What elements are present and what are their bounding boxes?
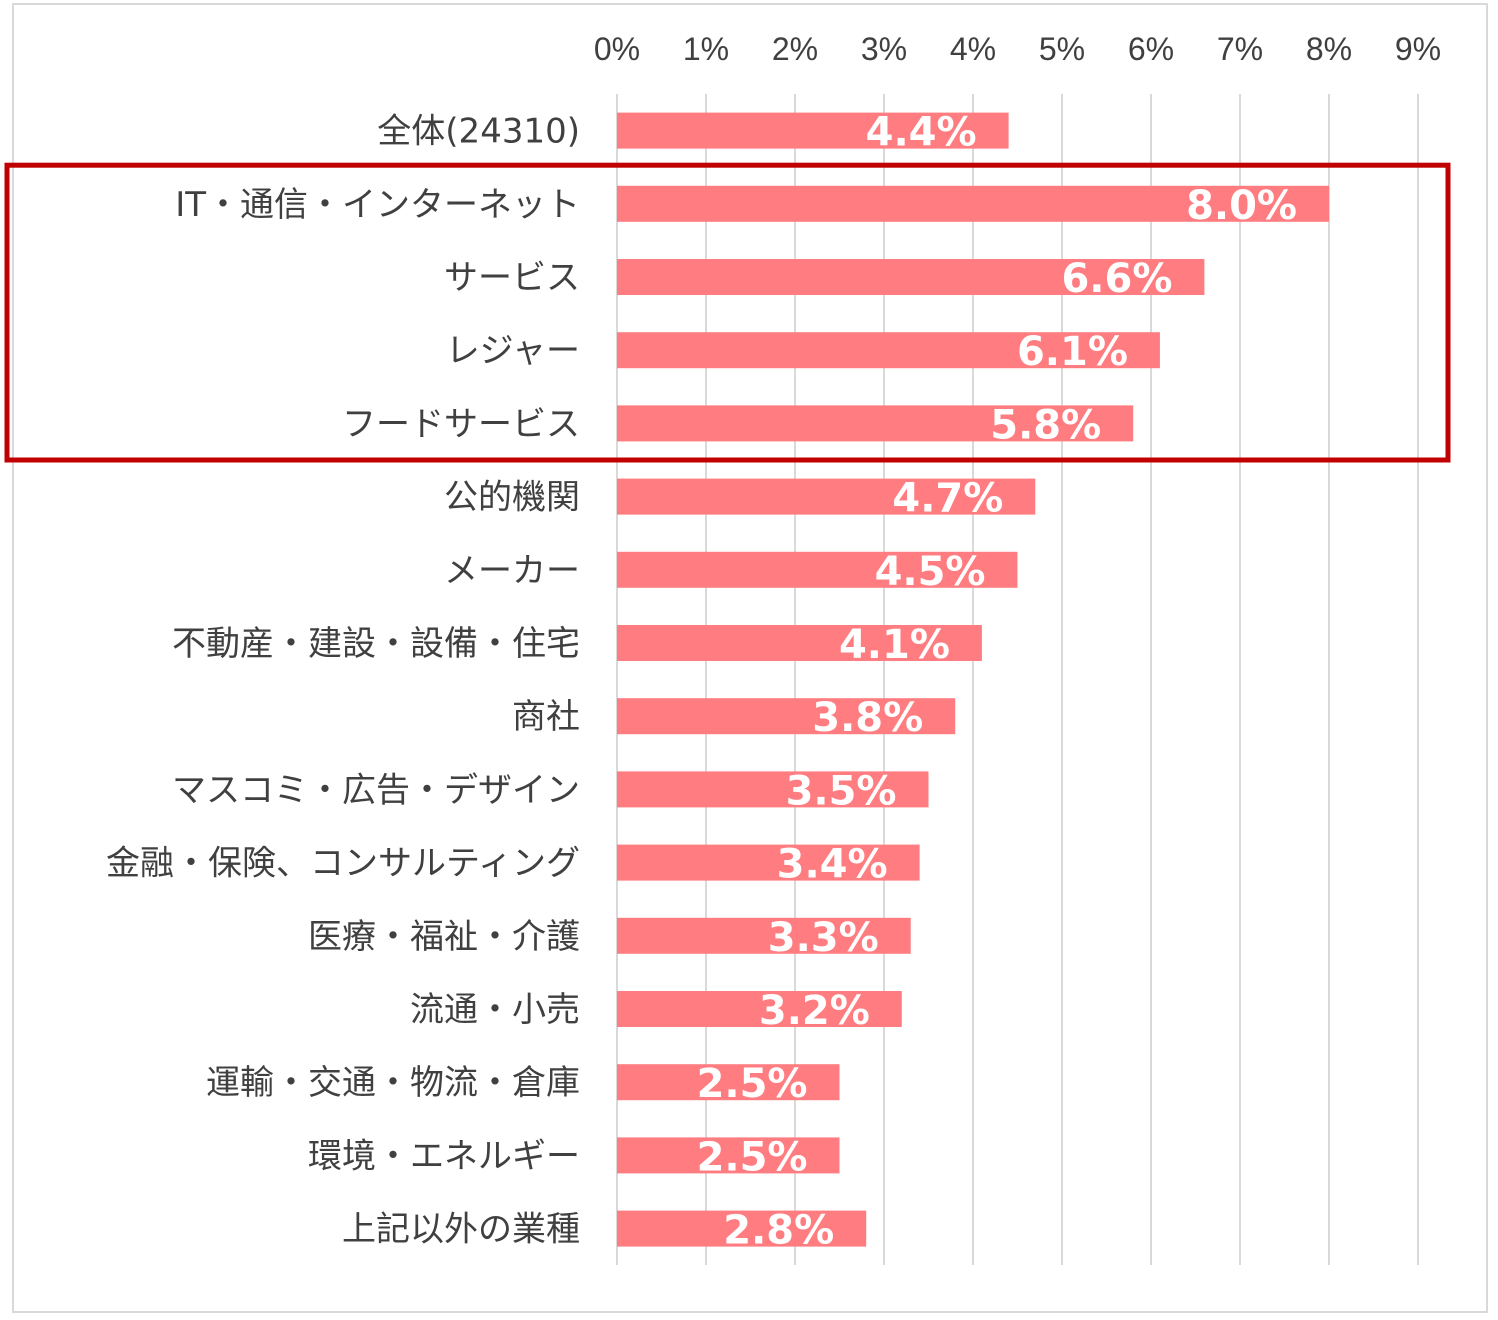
category-label: 商社 — [512, 697, 580, 737]
bar — [617, 698, 956, 735]
bar — [617, 1064, 840, 1101]
bar — [617, 478, 1036, 515]
category-label: メーカー — [444, 551, 580, 591]
x-tick-label: 4% — [950, 31, 996, 67]
bar — [617, 185, 1329, 222]
x-tick-label: 3% — [861, 31, 907, 67]
highlight-box — [4, 162, 1451, 463]
data-label: 5.8% — [990, 402, 1101, 448]
data-label: 3.5% — [786, 768, 897, 814]
x-tick-label: 9% — [1395, 31, 1441, 67]
data-label: 3.8% — [812, 695, 923, 741]
data-label: 3.3% — [768, 915, 879, 961]
bar — [617, 771, 929, 808]
category-label: 運輸・交通・物流・倉庫 — [206, 1063, 580, 1103]
bar — [617, 112, 1009, 149]
bar — [617, 551, 1018, 588]
data-label: 6.6% — [1061, 256, 1172, 302]
data-label: 3.2% — [759, 988, 870, 1034]
data-label: 2.5% — [697, 1134, 808, 1180]
bar — [617, 405, 1134, 442]
data-label: 4.4% — [866, 110, 977, 156]
x-axis-ticks: 0% 1% 2% 3% 4% 5% 6% 7% 8% 9% — [594, 31, 1441, 67]
category-label: 上記以外の業種 — [342, 1210, 580, 1250]
x-tick-label: 0% — [594, 31, 640, 67]
data-label: 8.0% — [1186, 183, 1297, 229]
category-label: 環境・エネルギー — [308, 1136, 580, 1176]
data-label: 2.5% — [697, 1061, 808, 1107]
bar — [617, 332, 1160, 369]
data-label: 4.1% — [839, 622, 950, 668]
data-label: 4.5% — [875, 549, 986, 595]
bar — [617, 1210, 867, 1247]
data-label: 2.8% — [723, 1208, 834, 1254]
category-label: 金融・保険、コンサルティング — [106, 844, 580, 884]
bar — [617, 625, 982, 661]
x-tick-label: 6% — [1128, 31, 1174, 67]
x-tick-label: 8% — [1306, 31, 1352, 67]
x-tick-label: 1% — [683, 31, 729, 67]
category-label: レジャー — [446, 331, 580, 371]
category-label: 不動産・建設・設備・住宅 — [172, 624, 580, 664]
bar — [617, 1137, 840, 1174]
category-label: サービス — [444, 258, 580, 298]
bar — [617, 844, 920, 881]
data-labels: 4.4% 8.0% 6.6% 6.1% 5.8% 4.7% 4.5% 4.1% 3.8% 3.5%… — [697, 110, 1297, 1254]
data-label: 3.4% — [777, 842, 888, 888]
category-label: 医療・福祉・介護 — [308, 917, 580, 957]
category-labels: 全体(24310) IT・通信・インターネットサービスレジャーフードサービス公的機… — [106, 112, 580, 1250]
bars — [617, 112, 1329, 1247]
x-tick-label: 5% — [1039, 31, 1085, 67]
data-label: 6.1% — [1017, 329, 1128, 375]
category-label: 公的機関 — [444, 478, 580, 518]
bar — [617, 259, 1205, 295]
data-label: 4.7% — [892, 476, 1003, 522]
x-tick-label: 2% — [772, 31, 818, 67]
category-label: マスコミ・広告・デザイン — [172, 770, 580, 810]
category-label: IT・通信・インターネット — [175, 185, 580, 225]
category-label: 流通・小売 — [410, 990, 580, 1030]
x-tick-label: 7% — [1217, 31, 1263, 67]
bar — [617, 917, 911, 954]
bar — [617, 991, 902, 1027]
category-label: フードサービス — [342, 404, 580, 444]
category-label: 全体(24310) — [377, 112, 580, 152]
